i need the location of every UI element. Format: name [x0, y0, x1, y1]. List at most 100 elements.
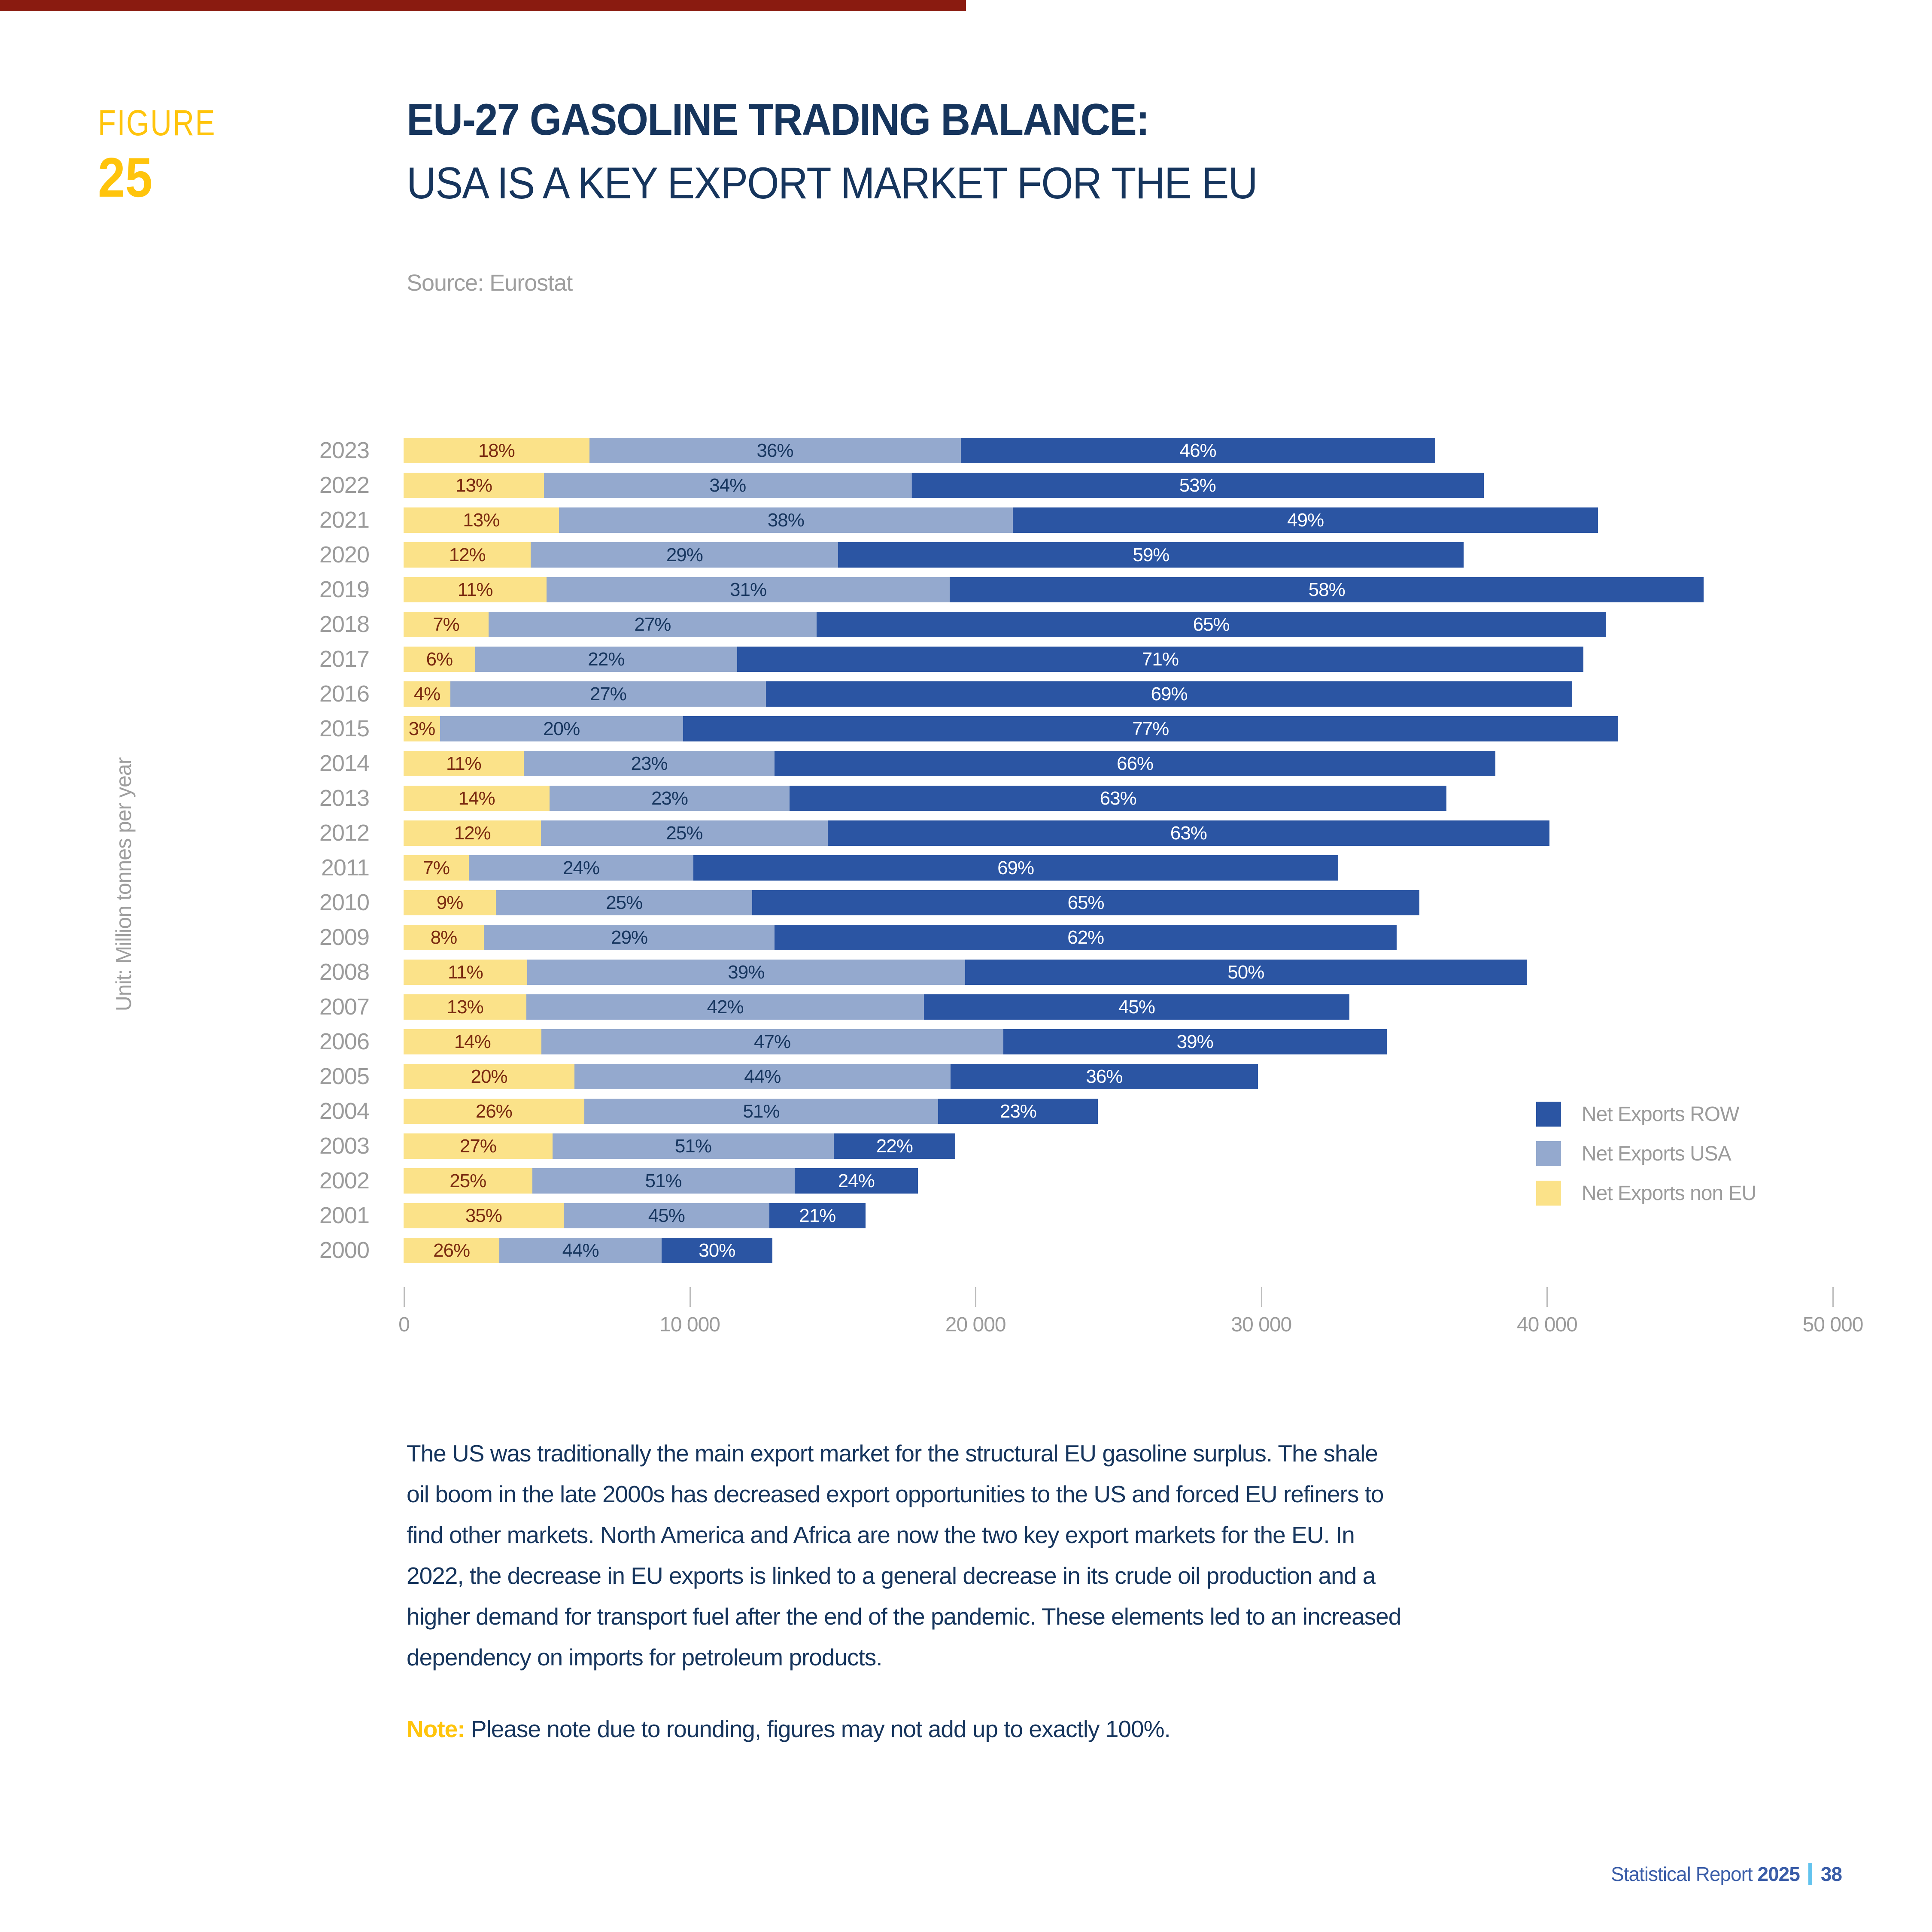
bar-segment-2018-net-exports-usa: 27% — [489, 612, 817, 637]
bar-segment-2003-net-exports-row: 22% — [833, 1133, 955, 1159]
bar-segment-2002-net-exports-usa: 51% — [532, 1168, 795, 1194]
bar-segment-2003-net-exports-usa: 51% — [552, 1133, 834, 1159]
bar-segment-2004-net-exports-usa: 51% — [584, 1099, 939, 1124]
bar-segment-2006-net-exports-non-eu: 14% — [404, 1029, 541, 1054]
bar-segment-2011-net-exports-non-eu: 7% — [404, 855, 469, 881]
bar-segment-2022-net-exports-row: 53% — [911, 473, 1484, 498]
x-axis-tick-50000 — [1832, 1287, 1834, 1307]
year-label-2010: 2010 — [319, 890, 370, 915]
legend-label: Net Exports USA — [1582, 1142, 1732, 1165]
bar-segment-2012-net-exports-row: 63% — [827, 820, 1550, 846]
footer-separator — [1808, 1863, 1812, 1885]
x-axis-tick-label-40000: 40 000 — [1516, 1313, 1578, 1336]
bar-segment-2009-net-exports-row: 62% — [775, 925, 1397, 950]
bar-segment-2014-net-exports-row: 66% — [775, 751, 1495, 776]
year-label-2005: 2005 — [319, 1063, 370, 1089]
bar-segment-2012-net-exports-usa: 25% — [541, 820, 828, 846]
bar-segment-2016-net-exports-row: 69% — [766, 681, 1573, 707]
bar-segment-2023-net-exports-usa: 36% — [589, 438, 961, 463]
chart-title-line2: USA IS A KEY EXPORT MARKET FOR THE EU — [407, 158, 1258, 208]
body-paragraph: The US was traditionally the main export… — [407, 1433, 1401, 1678]
year-label-2001: 2001 — [319, 1203, 370, 1228]
x-axis-tick-30000 — [1261, 1287, 1262, 1307]
bar-segment-2013-net-exports-row: 63% — [789, 786, 1447, 811]
bar-segment-2014-net-exports-usa: 23% — [523, 751, 775, 776]
figure-label: FIGURE — [98, 103, 216, 143]
bar-segment-2008-net-exports-non-eu: 11% — [404, 960, 527, 985]
year-label-2018: 2018 — [319, 611, 370, 637]
bar-segment-2010-net-exports-usa: 25% — [496, 890, 753, 915]
bar-segment-2007-net-exports-row: 45% — [923, 994, 1350, 1020]
bar-segment-2009-net-exports-non-eu: 8% — [404, 925, 484, 950]
bar-segment-2023-net-exports-row: 46% — [960, 438, 1435, 463]
top-accent-bar — [0, 0, 966, 11]
bar-segment-2014-net-exports-non-eu: 11% — [404, 751, 524, 776]
legend-swatch — [1536, 1181, 1561, 1206]
bar-segment-2018-net-exports-non-eu: 7% — [404, 612, 489, 637]
figure-number: 25 — [98, 146, 153, 209]
legend-label: Net Exports non EU — [1582, 1182, 1756, 1205]
page-footer: Statistical Report 2025 38 — [1611, 1862, 1842, 1886]
bar-segment-2001-net-exports-usa: 45% — [563, 1203, 769, 1228]
bar-segment-2010-net-exports-row: 65% — [752, 890, 1419, 915]
x-axis-tick-0 — [404, 1287, 405, 1307]
year-label-2006: 2006 — [319, 1029, 370, 1054]
bar-segment-2005-net-exports-row: 36% — [950, 1064, 1258, 1089]
bar-segment-2017-net-exports-usa: 22% — [475, 647, 738, 672]
year-label-2016: 2016 — [319, 681, 370, 707]
body-text-line-2: oil boom in the late 2000s has decreased… — [407, 1481, 1384, 1507]
x-axis-tick-20000 — [975, 1287, 977, 1307]
year-label-2015: 2015 — [319, 716, 370, 741]
bar-segment-2010-net-exports-non-eu: 9% — [404, 890, 496, 915]
body-text-line-5: higher demand for transport fuel after t… — [407, 1603, 1401, 1630]
bar-segment-2011-net-exports-usa: 24% — [469, 855, 693, 881]
bar-segment-2000-net-exports-row: 30% — [662, 1238, 772, 1263]
x-axis-tick-label-30000: 30 000 — [1231, 1313, 1292, 1336]
bar-segment-2004-net-exports-non-eu: 26% — [404, 1099, 584, 1124]
bar-segment-2016-net-exports-usa: 27% — [450, 681, 766, 707]
bar-segment-2020-net-exports-usa: 29% — [531, 542, 838, 568]
bar-segment-2015-net-exports-row: 77% — [683, 716, 1618, 741]
footer-page-number: 38 — [1820, 1863, 1842, 1885]
bar-segment-2021-net-exports-non-eu: 13% — [404, 507, 559, 533]
bar-segment-2022-net-exports-usa: 34% — [544, 473, 911, 498]
year-label-2013: 2013 — [319, 785, 370, 811]
bar-segment-2009-net-exports-usa: 29% — [483, 925, 775, 950]
year-label-2000: 2000 — [319, 1237, 370, 1263]
bar-segment-2019-net-exports-non-eu: 11% — [404, 577, 547, 602]
chart-source: Source: Eurostat — [407, 270, 573, 296]
footer-report-year: 2025 — [1757, 1863, 1800, 1885]
bar-segment-2016-net-exports-non-eu: 4% — [404, 681, 450, 707]
x-axis-tick-label-20000: 20 000 — [945, 1313, 1006, 1336]
bar-segment-2002-net-exports-non-eu: 25% — [404, 1168, 532, 1194]
bar-segment-2013-net-exports-non-eu: 14% — [404, 786, 550, 811]
year-label-2019: 2019 — [319, 577, 370, 602]
bar-segment-2008-net-exports-row: 50% — [965, 960, 1527, 985]
year-label-2009: 2009 — [319, 924, 370, 950]
year-label-2021: 2021 — [319, 507, 370, 533]
year-label-2007: 2007 — [319, 994, 370, 1020]
note-label: Note: — [407, 1716, 465, 1742]
y-axis-unit-label: Unit: Million tonnes per year — [112, 757, 136, 1012]
body-text-line-3: find other markets. North America and Af… — [407, 1522, 1355, 1548]
year-label-2008: 2008 — [319, 959, 370, 985]
year-label-2004: 2004 — [319, 1098, 370, 1124]
bar-segment-2021-net-exports-row: 49% — [1012, 507, 1598, 533]
year-label-2017: 2017 — [319, 646, 370, 672]
footer-report-title: Statistical Report — [1611, 1863, 1753, 1885]
bar-segment-2022-net-exports-non-eu: 13% — [404, 473, 544, 498]
note: Note: Please note due to rounding, figur… — [407, 1715, 1171, 1743]
year-label-2003: 2003 — [319, 1133, 370, 1159]
bar-segment-2019-net-exports-usa: 31% — [547, 577, 950, 602]
bar-segment-2007-net-exports-non-eu: 13% — [404, 994, 527, 1020]
bar-segment-2015-net-exports-non-eu: 3% — [404, 716, 440, 741]
bar-segment-2007-net-exports-usa: 42% — [526, 994, 924, 1020]
bar-segment-2008-net-exports-usa: 39% — [527, 960, 965, 985]
bar-segment-2000-net-exports-usa: 44% — [499, 1238, 662, 1263]
bar-segment-2021-net-exports-usa: 38% — [559, 507, 1013, 533]
year-label-2014: 2014 — [319, 750, 370, 776]
x-axis-tick-label-50000: 50 000 — [1802, 1313, 1864, 1336]
year-label-2002: 2002 — [319, 1168, 370, 1194]
bar-segment-2006-net-exports-usa: 47% — [541, 1029, 1003, 1054]
